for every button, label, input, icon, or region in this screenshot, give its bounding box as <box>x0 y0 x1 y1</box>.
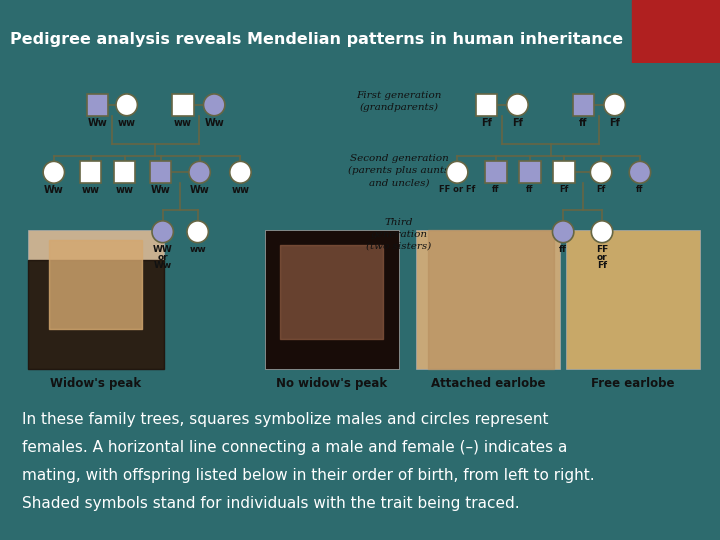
Text: ff: ff <box>636 185 644 194</box>
Bar <box>27 230 163 369</box>
Text: Ww: Ww <box>88 118 107 128</box>
Text: Ff: Ff <box>512 118 523 128</box>
Text: Ww: Ww <box>190 185 210 195</box>
Text: ff: ff <box>526 185 534 194</box>
Bar <box>485 161 507 183</box>
Text: Pedigree analysis reveals Mendelian patterns in human inheritance: Pedigree analysis reveals Mendelian patt… <box>10 32 623 46</box>
Text: Ww: Ww <box>204 118 224 128</box>
Text: or: or <box>597 253 608 261</box>
Text: ww: ww <box>231 185 249 195</box>
Text: Ff: Ff <box>609 118 620 128</box>
Circle shape <box>189 161 210 183</box>
Circle shape <box>629 161 651 183</box>
Text: Ww: Ww <box>153 260 172 269</box>
Text: Free earlobe: Free earlobe <box>591 376 675 389</box>
Bar <box>632 0 720 63</box>
Bar <box>566 230 701 369</box>
Circle shape <box>591 221 613 242</box>
Text: Ff: Ff <box>596 185 606 194</box>
Text: Widow's peak: Widow's peak <box>50 376 141 389</box>
Text: ww: ww <box>82 185 100 195</box>
Circle shape <box>604 94 626 116</box>
Text: ww: ww <box>116 185 134 195</box>
Bar <box>573 94 594 116</box>
Text: Ff: Ff <box>559 185 569 194</box>
Circle shape <box>590 161 612 183</box>
Text: ff: ff <box>559 245 567 254</box>
Bar <box>80 161 102 183</box>
Text: ww: ww <box>174 118 192 128</box>
Bar <box>150 161 171 183</box>
Text: Second generation
(parents plus aunts
and uncles): Second generation (parents plus aunts an… <box>348 154 449 187</box>
Circle shape <box>230 161 251 183</box>
Text: Ff: Ff <box>481 118 492 128</box>
Text: FF or Ff: FF or Ff <box>439 185 475 194</box>
Circle shape <box>204 94 225 116</box>
Text: Third
generation
(two sisters): Third generation (two sisters) <box>366 218 431 251</box>
Text: Shaded symbols stand for individuals with the trait being traced.: Shaded symbols stand for individuals wit… <box>22 496 520 511</box>
Text: First generation
(grandparents): First generation (grandparents) <box>356 91 441 112</box>
Text: or: or <box>158 253 168 261</box>
Circle shape <box>152 221 174 242</box>
Circle shape <box>116 94 138 116</box>
Bar <box>416 230 560 369</box>
Bar <box>554 161 575 183</box>
Bar <box>265 230 399 369</box>
Text: Ww: Ww <box>151 185 171 195</box>
Circle shape <box>552 221 574 242</box>
Bar <box>114 161 135 183</box>
Text: females. A horizontal line connecting a male and female (–) indicates a: females. A horizontal line connecting a … <box>22 440 567 455</box>
Text: ff: ff <box>492 185 500 194</box>
Bar <box>476 94 497 116</box>
Circle shape <box>187 221 208 242</box>
Bar <box>172 94 194 116</box>
Text: WW: WW <box>153 245 173 254</box>
Text: mating, with offspring listed below in their order of birth, from left to right.: mating, with offspring listed below in t… <box>22 468 595 483</box>
Text: No widow's peak: No widow's peak <box>276 376 387 389</box>
Text: FF: FF <box>596 245 608 254</box>
Bar <box>519 161 541 183</box>
Text: Attached earlobe: Attached earlobe <box>431 376 546 389</box>
Text: ff: ff <box>580 118 588 128</box>
Text: ww: ww <box>118 118 135 128</box>
Text: Ww: Ww <box>44 185 63 195</box>
Bar <box>87 94 108 116</box>
Circle shape <box>507 94 528 116</box>
Circle shape <box>43 161 65 183</box>
Circle shape <box>446 161 468 183</box>
Text: Ff: Ff <box>597 260 607 269</box>
Text: ww: ww <box>189 245 206 254</box>
Text: In these family trees, squares symbolize males and circles represent: In these family trees, squares symbolize… <box>22 413 549 427</box>
